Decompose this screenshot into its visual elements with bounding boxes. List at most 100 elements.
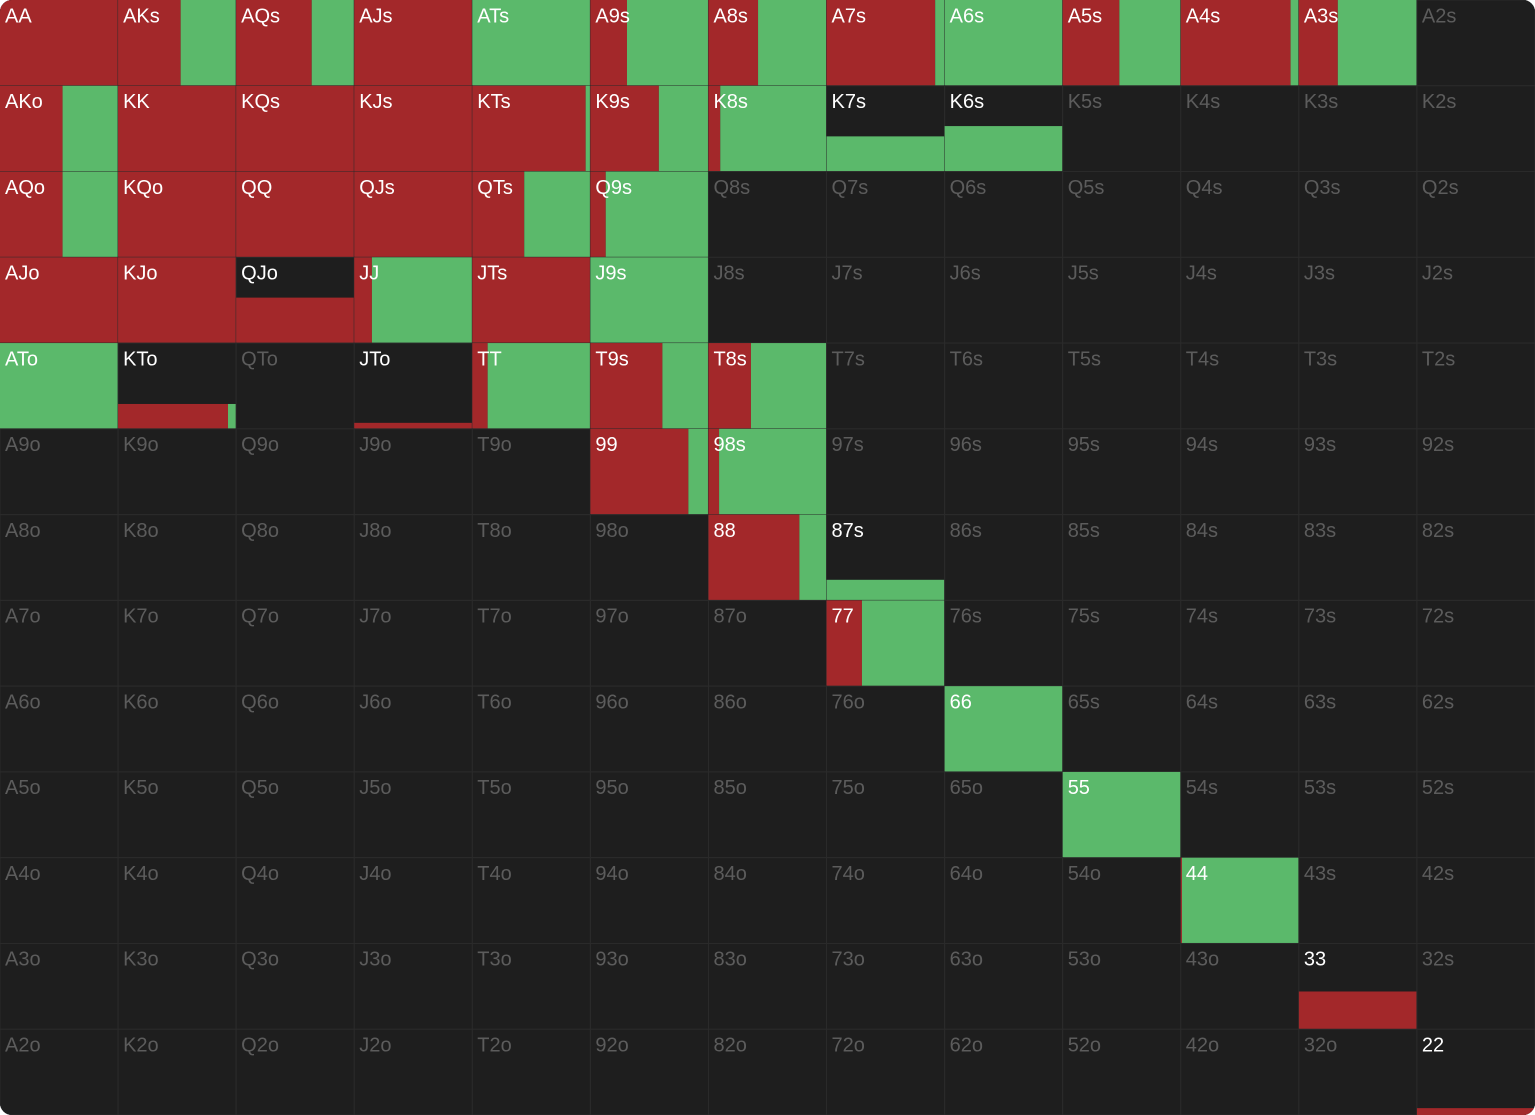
hand-cell[interactable] bbox=[1416, 342, 1535, 430]
hand-cell[interactable] bbox=[826, 685, 946, 773]
hand-cell[interactable] bbox=[1180, 85, 1300, 173]
hand-cell[interactable] bbox=[944, 1028, 1064, 1115]
hand-cell[interactable] bbox=[1298, 771, 1418, 859]
hand-cell[interactable] bbox=[235, 428, 355, 516]
hand-cell[interactable] bbox=[117, 514, 237, 601]
hand-cell[interactable] bbox=[707, 857, 828, 944]
hand-cell[interactable] bbox=[826, 771, 946, 859]
hand-cell[interactable] bbox=[944, 514, 1064, 601]
hand-cell[interactable] bbox=[1298, 1028, 1418, 1115]
hand-cell[interactable] bbox=[1298, 685, 1418, 773]
hand-cell[interactable] bbox=[1416, 256, 1535, 344]
hand-cell[interactable] bbox=[826, 942, 946, 1030]
hand-cell[interactable] bbox=[471, 771, 591, 859]
hand-cell[interactable] bbox=[235, 1028, 355, 1115]
hand-cell[interactable] bbox=[471, 514, 591, 601]
hand-cell[interactable] bbox=[1416, 599, 1535, 687]
hand-cell[interactable] bbox=[117, 857, 237, 944]
hand-cell[interactable] bbox=[1298, 599, 1418, 687]
hand-cell[interactable] bbox=[944, 599, 1064, 687]
hand-cell[interactable] bbox=[235, 342, 355, 430]
hand-cell[interactable] bbox=[117, 685, 237, 773]
hand-cell[interactable] bbox=[1298, 857, 1418, 944]
hand-cell[interactable] bbox=[353, 428, 473, 516]
hand-cell[interactable] bbox=[589, 514, 709, 601]
hand-cell[interactable] bbox=[471, 599, 591, 687]
hand-cell[interactable] bbox=[471, 857, 591, 944]
hand-cell[interactable] bbox=[1180, 942, 1300, 1030]
hand-cell[interactable] bbox=[0, 428, 119, 516]
hand-cell[interactable] bbox=[589, 942, 709, 1030]
hand-cell[interactable] bbox=[471, 428, 591, 516]
hand-cell[interactable] bbox=[0, 514, 119, 601]
hand-cell[interactable] bbox=[826, 342, 946, 430]
hand-cell[interactable] bbox=[826, 428, 946, 516]
hand-cell[interactable] bbox=[944, 942, 1064, 1030]
hand-cell[interactable] bbox=[707, 1028, 828, 1115]
hand-cell[interactable] bbox=[1298, 342, 1418, 430]
hand-cell[interactable] bbox=[235, 857, 355, 944]
hand-cell[interactable] bbox=[353, 942, 473, 1030]
hand-cell[interactable] bbox=[1416, 0, 1535, 87]
hand-cell[interactable] bbox=[1062, 514, 1182, 601]
hand-cell[interactable] bbox=[1298, 514, 1418, 601]
hand-cell[interactable] bbox=[589, 857, 709, 944]
hand-cell[interactable] bbox=[1298, 171, 1418, 258]
hand-cell[interactable] bbox=[0, 857, 119, 944]
hand-cell[interactable] bbox=[353, 514, 473, 601]
hand-cell[interactable] bbox=[1416, 1028, 1535, 1115]
hand-cell[interactable] bbox=[0, 771, 119, 859]
hand-cell[interactable] bbox=[707, 942, 828, 1030]
hand-cell[interactable] bbox=[235, 771, 355, 859]
hand-cell[interactable] bbox=[1298, 85, 1418, 173]
hand-cell[interactable] bbox=[1416, 85, 1535, 173]
hand-cell[interactable] bbox=[235, 514, 355, 601]
hand-cell[interactable] bbox=[944, 771, 1064, 859]
hand-cell[interactable] bbox=[1298, 428, 1418, 516]
hand-cell[interactable] bbox=[944, 342, 1064, 430]
hand-cell[interactable] bbox=[353, 857, 473, 944]
hand-cell[interactable] bbox=[589, 599, 709, 687]
hand-cell[interactable] bbox=[353, 685, 473, 773]
hand-cell[interactable] bbox=[1062, 171, 1182, 258]
hand-cell[interactable] bbox=[117, 599, 237, 687]
hand-cell[interactable] bbox=[944, 171, 1064, 258]
hand-cell[interactable] bbox=[353, 599, 473, 687]
hand-cell[interactable] bbox=[1180, 171, 1300, 258]
hand-cell[interactable] bbox=[707, 256, 828, 344]
hand-cell[interactable] bbox=[944, 256, 1064, 344]
hand-cell[interactable] bbox=[1180, 256, 1300, 344]
hand-cell[interactable] bbox=[117, 1028, 237, 1115]
hand-cell[interactable] bbox=[1416, 942, 1535, 1030]
hand-cell[interactable] bbox=[1062, 685, 1182, 773]
hand-cell[interactable] bbox=[1180, 514, 1300, 601]
hand-cell[interactable] bbox=[1180, 1028, 1300, 1115]
hand-cell[interactable] bbox=[1416, 428, 1535, 516]
hand-cell[interactable] bbox=[589, 685, 709, 773]
hand-cell[interactable] bbox=[117, 771, 237, 859]
hand-cell[interactable] bbox=[353, 342, 473, 430]
hand-cell[interactable] bbox=[944, 857, 1064, 944]
hand-cell[interactable] bbox=[471, 685, 591, 773]
hand-cell[interactable] bbox=[1062, 428, 1182, 516]
hand-cell[interactable] bbox=[1416, 857, 1535, 944]
hand-cell[interactable] bbox=[589, 771, 709, 859]
hand-cell[interactable] bbox=[707, 685, 828, 773]
hand-cell[interactable] bbox=[235, 942, 355, 1030]
hand-cell[interactable] bbox=[826, 857, 946, 944]
hand-cell[interactable] bbox=[826, 171, 946, 258]
hand-cell[interactable] bbox=[1180, 685, 1300, 773]
hand-cell[interactable] bbox=[1416, 171, 1535, 258]
hand-cell[interactable] bbox=[471, 1028, 591, 1115]
hand-cell[interactable] bbox=[1062, 857, 1182, 944]
hand-cell[interactable] bbox=[944, 428, 1064, 516]
hand-cell[interactable] bbox=[707, 599, 828, 687]
hand-cell[interactable] bbox=[471, 942, 591, 1030]
hand-cell[interactable] bbox=[1062, 1028, 1182, 1115]
hand-cell[interactable] bbox=[1180, 428, 1300, 516]
hand-cell[interactable] bbox=[0, 1028, 119, 1115]
hand-cell[interactable] bbox=[235, 599, 355, 687]
hand-cell[interactable] bbox=[353, 771, 473, 859]
hand-cell[interactable] bbox=[707, 771, 828, 859]
hand-cell[interactable] bbox=[1416, 771, 1535, 859]
